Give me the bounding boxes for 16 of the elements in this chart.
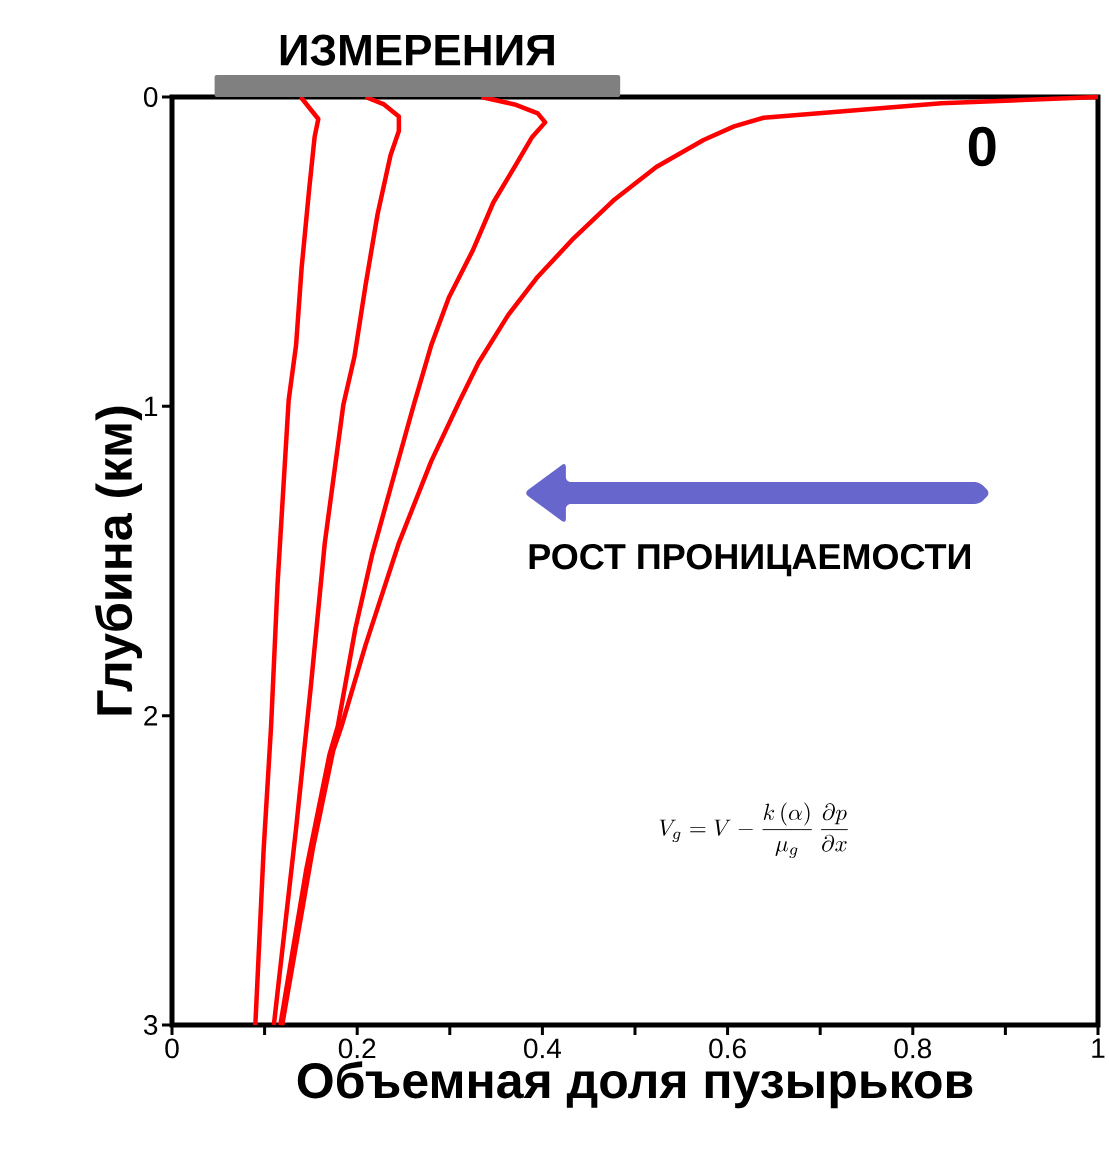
chart-title: ИЗМЕРЕНИЯ: [280, 34, 554, 66]
x-tick-label: 0.6: [709, 1038, 746, 1059]
x-tick-label: 0.2: [338, 1038, 376, 1059]
annotation: 0: [968, 126, 996, 167]
x-tick-label: 0.8: [894, 1038, 931, 1059]
annotation: РОСТ ПРОНИЦАЕМОСТИ: [529, 543, 970, 577]
y-tick-label: 3: [143, 1015, 158, 1035]
y-tick-label: 2: [144, 705, 158, 726]
x-axis-title: Объемная доля пузырьков: [297, 1061, 973, 1109]
y-tick-label: 1: [144, 396, 158, 416]
x-tick-label: 0.4: [523, 1038, 561, 1059]
y-tick-label: 0: [143, 87, 158, 107]
x-tick-label: 0: [165, 1038, 179, 1059]
y-axis-title: Глубина (км): [94, 406, 142, 715]
x-tick-label: 1: [1092, 1038, 1105, 1058]
annotation: $V_g = V - \frac{k\left(\alpha\right)}{\mu_g}\,\frac{\partial p}{\partial x}$: [659, 802, 848, 858]
